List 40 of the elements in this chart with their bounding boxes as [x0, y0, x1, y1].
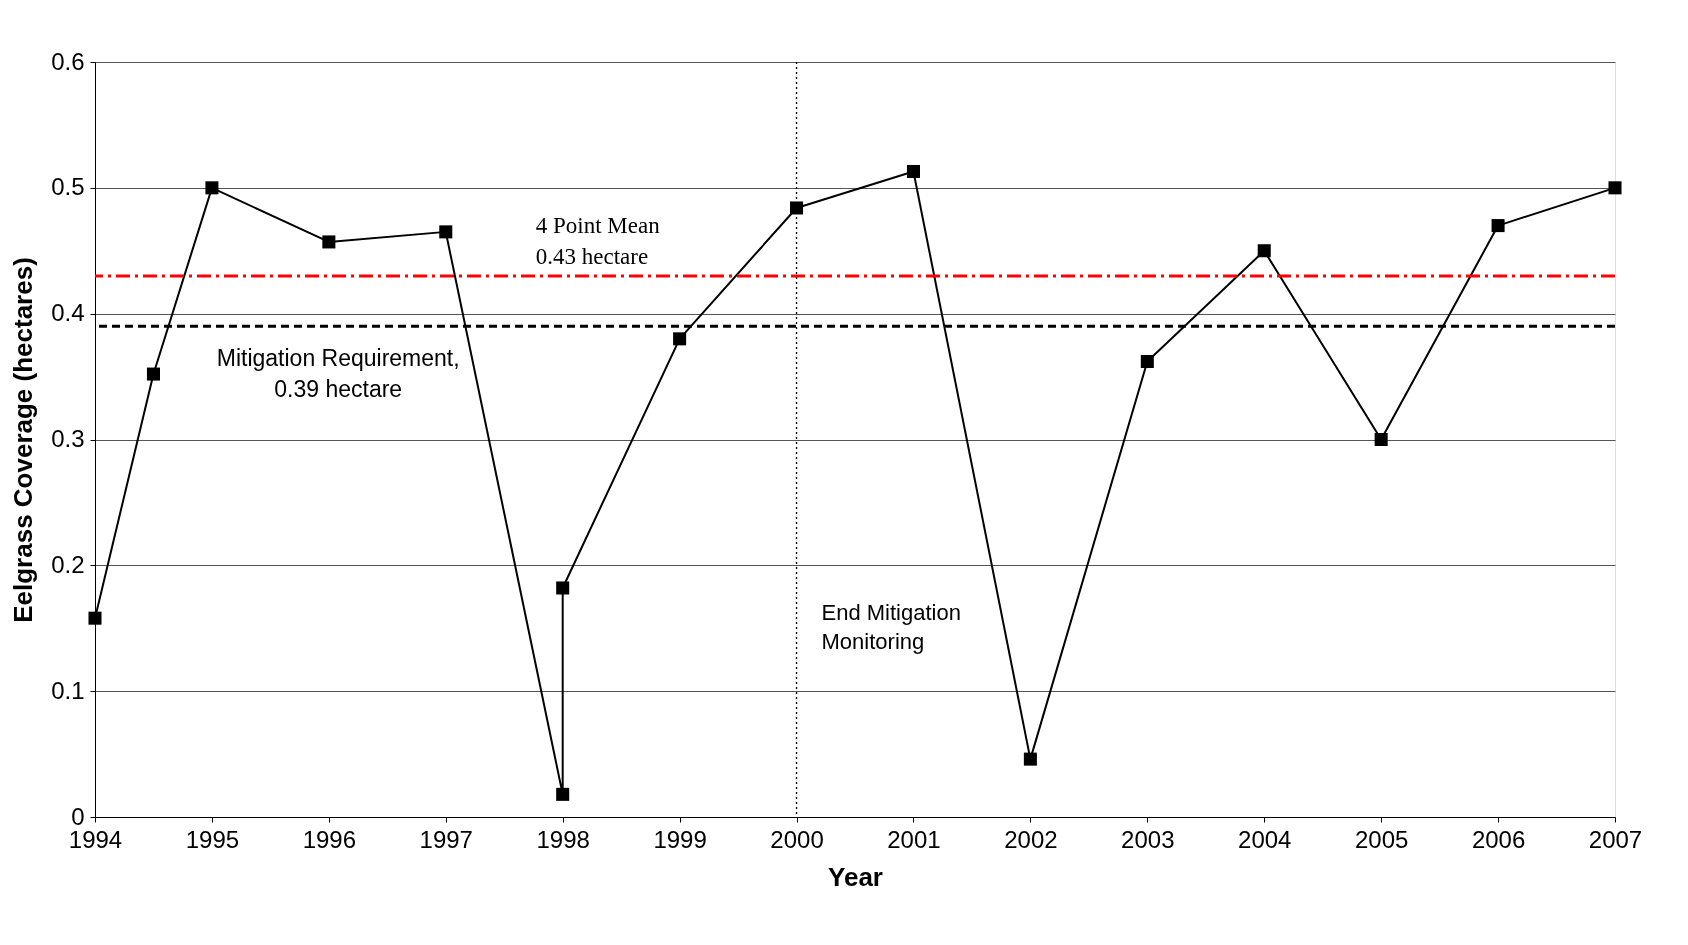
x-tick-label: 2006: [1471, 825, 1526, 853]
point: [439, 225, 453, 239]
x-tick-label: 1999: [653, 825, 707, 853]
point: [88, 611, 102, 625]
x-tick-label: 1996: [302, 825, 357, 853]
y-tick-label: 0.5: [51, 173, 85, 201]
x-tick-label: 2007: [1588, 825, 1643, 853]
point: [673, 332, 687, 346]
point: [205, 181, 219, 195]
ref-line-label: Mitigation Requirement, 0.39 hectare: [216, 345, 460, 403]
y-tick-label: 0.4: [51, 299, 85, 327]
x-tick-label: 2001: [887, 825, 941, 853]
point: [556, 787, 570, 801]
point: [1257, 244, 1271, 258]
point: [1140, 354, 1154, 368]
x-tick-label: 2004: [1238, 825, 1292, 853]
ref-line-label: End Mitigation Monitoring: [821, 600, 961, 655]
y-tick-label: 0.2: [51, 550, 85, 578]
point: [146, 367, 160, 381]
x-axis-title: Year: [828, 861, 883, 892]
x-tick-label: 2002: [1004, 825, 1058, 853]
point: [790, 201, 804, 215]
point: [1023, 752, 1037, 766]
y-axis-title: Eelgrass Coverage (hectares): [8, 257, 39, 623]
point: [1374, 432, 1388, 447]
x-tick-label: 1998: [536, 825, 590, 853]
x-tick-label: 1997: [419, 825, 473, 853]
y-tick-label: 0.3: [51, 425, 85, 452]
x-tick-label: 2000: [770, 825, 824, 853]
y-tick-label: 0.6: [51, 47, 85, 75]
x-tick-label: 2005: [1354, 825, 1409, 853]
ref-line-label: 4 Point Mean 0.43 hectare: [535, 212, 661, 269]
y-tick-label: 0.1: [51, 676, 85, 704]
x-tick-label: 2003: [1121, 825, 1175, 853]
point: [322, 235, 336, 249]
point: [1608, 181, 1622, 195]
point: [1491, 219, 1505, 233]
point: [556, 581, 570, 595]
x-tick-label: 1995: [185, 825, 240, 853]
point: [906, 164, 920, 178]
